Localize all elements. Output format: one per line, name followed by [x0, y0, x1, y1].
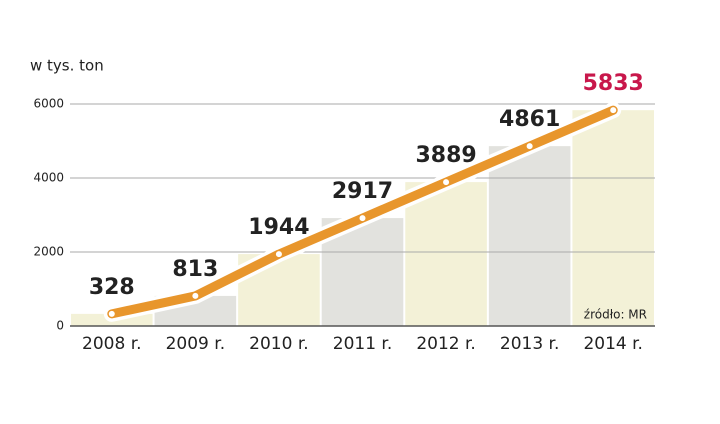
value-label: 813	[172, 257, 218, 282]
source-note: źródło: MR	[584, 308, 647, 322]
x-tick-label: 2012 r.	[416, 334, 476, 354]
value-label: 1944	[248, 215, 309, 240]
column	[405, 182, 487, 326]
y-axis-label: w tys. ton	[30, 57, 104, 75]
value-label: 328	[89, 275, 135, 300]
point	[275, 251, 282, 258]
value-label: 5833	[583, 71, 644, 96]
y-tick-label: 6000	[33, 97, 64, 111]
y-tick-label: 4000	[33, 171, 64, 185]
point	[443, 179, 450, 186]
point	[192, 292, 199, 299]
x-tick-label: 2009 r.	[166, 334, 226, 354]
point	[610, 107, 617, 114]
y-tick-label: 2000	[33, 245, 64, 259]
value-label: 4861	[499, 107, 560, 132]
value-label: 2917	[332, 179, 393, 204]
x-tick-label: 2013 r.	[500, 334, 560, 354]
x-tick-label: 2014 r.	[583, 334, 643, 354]
x-tick-label: 2011 r.	[333, 334, 393, 354]
column	[488, 146, 571, 326]
column	[572, 110, 654, 326]
point	[359, 215, 366, 222]
value-label: 3889	[415, 143, 476, 168]
x-tick-label: 2010 r.	[249, 334, 309, 354]
y-tick-label: 0	[56, 319, 64, 333]
point	[526, 143, 533, 150]
point	[108, 310, 115, 317]
x-tick-label: 2008 r.	[82, 334, 142, 354]
